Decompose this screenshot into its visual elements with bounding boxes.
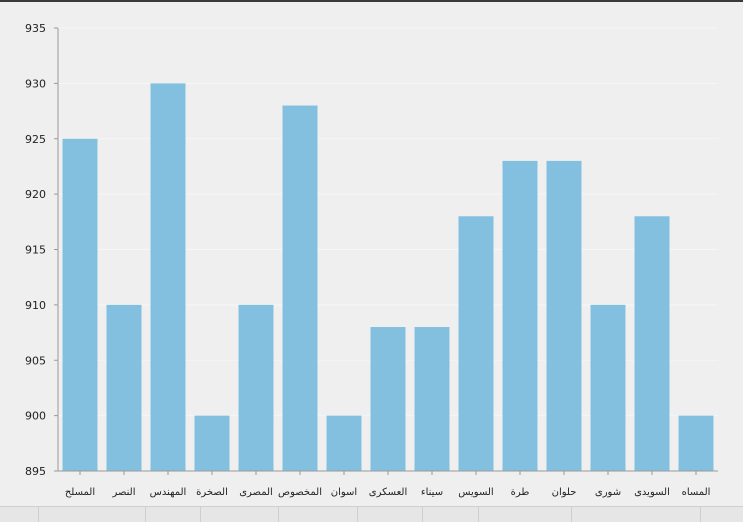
x-tick-label: المساه: [682, 487, 711, 498]
y-tick-label: 920: [25, 188, 46, 201]
bar: [590, 304, 626, 471]
strip-separator: [357, 507, 358, 522]
bar: [414, 327, 450, 471]
bar: [546, 160, 582, 471]
x-tick-label: المهندس: [150, 487, 187, 498]
bar: [678, 415, 714, 471]
bottom-toolbar-strip: [0, 506, 743, 522]
x-tick-label: المصرى: [239, 487, 273, 498]
y-tick-label: 930: [25, 77, 46, 90]
bar: [458, 216, 494, 471]
y-axis-ticks: 895 900 905 910 915 920 925 930 935: [25, 22, 58, 478]
bar: [150, 83, 186, 471]
window-top-border: [0, 0, 743, 2]
y-tick-label: 925: [25, 133, 46, 146]
strip-separator: [38, 507, 39, 522]
y-tick-label: 935: [25, 22, 46, 35]
bar: [238, 304, 274, 471]
strip-separator: [700, 507, 701, 522]
x-tick-label: الصخرة: [196, 487, 228, 498]
strip-separator: [278, 507, 279, 522]
bar: [370, 327, 406, 471]
strip-separator: [200, 507, 201, 522]
bar: [326, 415, 362, 471]
x-tick-label: السويس: [458, 487, 493, 498]
x-tick-label: طرة: [511, 487, 530, 498]
x-tick-label: اسوان: [331, 487, 357, 498]
x-tick-label: النصر: [111, 487, 135, 498]
strip-separator: [145, 507, 146, 522]
bar: [634, 216, 670, 471]
bar-series: [62, 83, 714, 472]
x-tick-label: حلوان: [552, 487, 577, 498]
strip-separator: [422, 507, 423, 522]
x-tick-label: المخصوص: [278, 487, 322, 498]
strip-separator: [571, 507, 572, 522]
bar: [106, 304, 142, 471]
y-tick-label: 915: [25, 244, 46, 257]
x-axis-labels: المسلح النصر المهندس الصخرة المصرى المخصوص اسو…: [65, 471, 711, 498]
y-tick-label: 910: [25, 299, 46, 312]
y-tick-label: 905: [25, 354, 46, 367]
bar: [194, 415, 230, 471]
strip-separator: [478, 507, 479, 522]
bar: [62, 138, 98, 471]
bar: [502, 160, 538, 471]
y-tick-label: 900: [25, 410, 46, 423]
y-tick-label: 895: [25, 465, 46, 478]
x-tick-label: العسكرى: [369, 487, 407, 498]
x-tick-label: شورى: [595, 487, 621, 498]
bar: [282, 105, 318, 472]
x-tick-label: المسلح: [65, 487, 95, 498]
x-tick-label: السويدى: [634, 487, 670, 498]
x-tick-label: سيناء: [421, 487, 443, 498]
